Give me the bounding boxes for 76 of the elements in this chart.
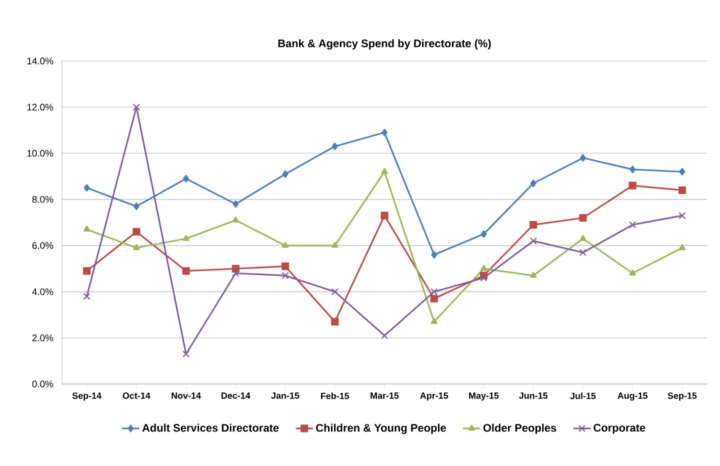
point [332,142,338,150]
chart-title: Bank & Agency Spend by Directorate (%) [278,39,491,50]
point [579,214,587,222]
point [331,288,338,296]
point [232,270,240,277]
legend-label: Corporate [594,424,646,434]
point [480,264,488,271]
point [83,267,91,275]
point [282,242,289,248]
y-tick-label: 0.0% [32,380,54,388]
point [629,221,636,228]
point [84,184,90,192]
point [630,166,636,174]
y-tick-label: 8.0% [32,196,54,203]
point [182,350,190,358]
x-tick-label: Dec-14 [222,392,250,399]
point [282,272,289,280]
point [182,267,190,275]
point [281,262,290,270]
point [530,237,537,245]
point [331,318,339,326]
point [380,332,388,340]
x-tick-label: Apr-15 [420,392,448,401]
point [628,182,636,190]
legend-label: Older Peoples [483,424,556,434]
y-tick-label: 10.0% [27,150,54,157]
point [83,292,90,300]
point [580,154,586,162]
point [232,216,240,222]
y-tick-label: 4.0% [32,288,54,296]
point [132,228,140,236]
x-tick-label: Sep-14 [72,392,102,401]
point [183,174,190,182]
point [133,244,140,250]
point [332,242,338,248]
y-tick-label: 12.0% [27,104,54,110]
point [232,200,239,208]
point [480,230,487,238]
point [380,212,388,220]
x-tick-label: Jul-15 [570,392,596,400]
point [132,104,140,111]
point [678,244,686,250]
point [530,221,538,229]
point [83,226,90,232]
point [480,274,488,282]
x-tick-label: Jan-15 [271,392,300,399]
x-tick-label: Sep-15 [668,392,697,401]
point [282,170,288,178]
y-tick-label: 6.0% [32,242,54,249]
point [182,234,190,241]
legend-label: Adult Services Directorate [142,424,279,432]
x-tick-label: Mar-15 [370,392,399,399]
point [678,212,686,220]
x-tick-label: Nov-14 [172,392,201,399]
point [530,179,536,188]
point [430,318,438,324]
point [530,272,537,278]
point [678,186,686,194]
point [382,128,388,136]
y-tick-label: 14.0% [27,58,54,64]
x-tick-label: Jun-15 [519,392,548,399]
y-tick-label: 2.0% [32,334,54,342]
point [430,294,438,302]
x-tick-label: Oct-14 [122,392,150,399]
point [133,202,140,210]
point [381,168,388,174]
point [430,288,438,296]
legend-label: Children & Young People [316,424,446,434]
point [580,234,586,241]
point [679,168,686,176]
point [431,251,438,259]
point [579,248,587,256]
x-tick-label: Feb-15 [321,392,350,400]
x-tick-label: Aug-15 [618,392,648,401]
point [629,269,636,276]
x-tick-label: May-15 [469,392,499,401]
